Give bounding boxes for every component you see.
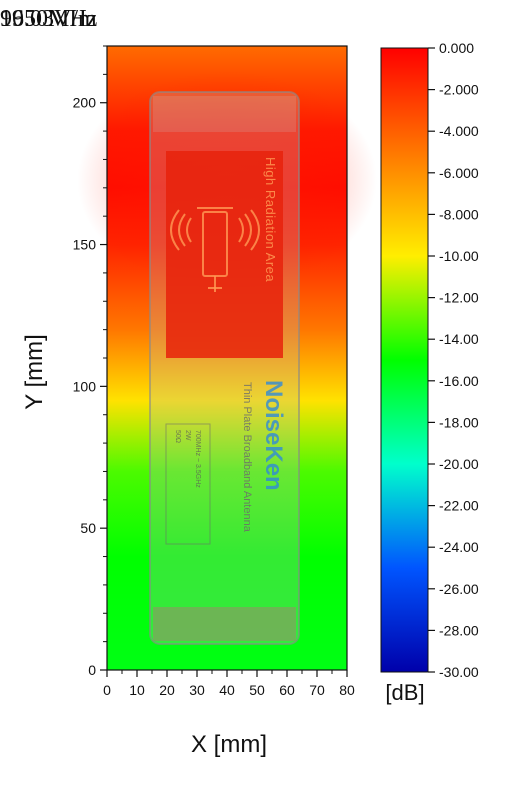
x-tick-label: 10 <box>129 682 145 698</box>
field-strength-label: 96.03V/m <box>0 6 97 32</box>
x-tick-label: 70 <box>309 682 325 698</box>
y-tick-label: 100 <box>73 378 97 394</box>
spec-table-box <box>165 423 211 545</box>
y-tick-label: 0 <box>88 662 96 678</box>
antenna-bottom-strip <box>153 607 296 641</box>
y-tick-label: 50 <box>80 520 96 536</box>
frequency-label: 1950MHz <box>0 6 98 32</box>
colorbar-gradient <box>380 47 429 673</box>
antenna-overlay: High Radiation Area NoiseKen Thin Plate … <box>149 91 300 645</box>
colorbar-tick-label: -16.00 <box>439 373 479 389</box>
high-radiation-area <box>166 151 283 358</box>
x-tick-label: 20 <box>159 682 175 698</box>
spec-row-impedance: 50Ω <box>174 430 181 443</box>
colorbar-tick-label: -24.00 <box>439 539 479 555</box>
x-axis-label: X [mm] <box>191 731 267 758</box>
colorbar-tick-label: -10.00 <box>439 248 479 264</box>
brand-label: NoiseKen <box>260 380 287 491</box>
x-tick-label: 30 <box>189 682 205 698</box>
colorbar-tick-label: -8.000 <box>439 206 479 222</box>
colorbar-tick-label: 0.000 <box>439 40 474 56</box>
colorbar: 0.000 -2.000 -4.000 -6.000 -8.000 -10.00 -12.0… <box>380 40 479 705</box>
x-tick-label: 80 <box>339 682 355 698</box>
x-tick-label: 40 <box>219 682 235 698</box>
antenna-device-icon <box>170 207 260 292</box>
x-axis-ticks: 0 10 20 30 40 50 60 70 80 <box>103 670 355 698</box>
x-tick-label: 0 <box>103 682 111 698</box>
plot-area: High Radiation Area NoiseKen Thin Plate … <box>21 45 377 758</box>
spec-row-max-input: 2W <box>184 430 191 441</box>
colorbar-tick-label: -30.00 <box>439 664 479 680</box>
y-axis-label: Y [mm] <box>21 334 48 410</box>
x-tick-label: 50 <box>249 682 265 698</box>
antenna-top-strip <box>153 96 296 132</box>
colorbar-tick-label: -22.00 <box>439 498 479 514</box>
y-axis-ticks: 0 50 100 150 200 <box>73 45 107 678</box>
colorbar-tick-label: -18.00 <box>439 414 479 430</box>
colorbar-ticks: 0.000 -2.000 -4.000 -6.000 -8.000 -10.00 -12.0… <box>428 40 479 680</box>
colorbar-tick-label: -12.00 <box>439 290 479 306</box>
y-tick-label: 150 <box>73 237 97 253</box>
colorbar-tick-label: -20.00 <box>439 456 479 472</box>
spec-row-frequency: 700MHz ~ 3.5GHz <box>194 430 201 488</box>
colorbar-tick-label: -6.000 <box>439 165 479 181</box>
colorbar-tick-label: -4.000 <box>439 123 479 139</box>
colorbar-tick-label: -14.00 <box>439 331 479 347</box>
colorbar-tick-label: -28.00 <box>439 622 479 638</box>
colorbar-tick-label: -26.00 <box>439 581 479 597</box>
product-label: Thin Plate Broadband Antenna <box>241 382 253 533</box>
y-tick-label: 200 <box>73 95 97 111</box>
x-tick-label: 60 <box>279 682 295 698</box>
high-radiation-label: High Radiation Area <box>263 157 278 282</box>
colorbar-tick-label: -2.000 <box>439 82 479 98</box>
colorbar-unit: [dB] <box>385 680 424 705</box>
